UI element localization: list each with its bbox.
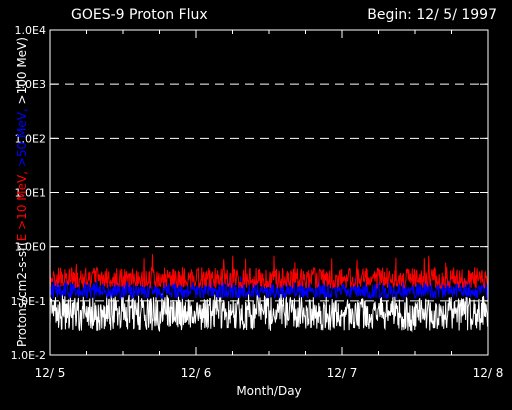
- series-line: [49, 275, 489, 300]
- y-axis: 1.0E-2 1.0E-1 1.0E0 1.0E1 1.0E2 1.0E3 1.0E4: [11, 24, 488, 362]
- x-axis-label: Month/Day: [236, 384, 301, 398]
- series-line: [49, 254, 489, 290]
- y-tick-label: 1.0E3: [15, 78, 46, 91]
- y-tick-label: 1.0E-2: [11, 349, 46, 362]
- x-tick-label: 12/ 7: [327, 366, 358, 380]
- y-tick-label: 1.0E4: [15, 24, 46, 37]
- y-tick-label: 1.0E-1: [11, 295, 46, 308]
- chart-title: GOES-9 Proton Flux: [71, 7, 208, 23]
- series-group: [49, 254, 489, 333]
- y-axis-label-part: E >10 MeV,: [15, 167, 29, 241]
- x-tick-label: 12/ 6: [181, 366, 212, 380]
- x-tick-label: 12/ 5: [35, 366, 66, 380]
- y-tick-label: 1.0E0: [15, 241, 46, 254]
- y-axis-label-part: Protons/cm2-s-sr(: [15, 241, 29, 347]
- x-tick-label: 12/ 8: [473, 366, 504, 380]
- x-axis: 12/ 5 12/ 6 12/ 7 12/ 8: [35, 30, 504, 380]
- y-tick-label: 1.0E1: [15, 187, 46, 200]
- y-axis-label-part: >100 MeV: [15, 41, 29, 105]
- y-axis-label: Protons/cm2-s-sr(E >10 MeV, >50 MeV, >10…: [15, 37, 29, 347]
- y-axis-label-part: ): [15, 37, 29, 42]
- chart-subtitle: Begin: 12/ 5/ 1997: [367, 7, 497, 23]
- y-tick-label: 1.0E2: [15, 132, 46, 145]
- series-line: [49, 292, 489, 333]
- y-axis-label-part: >50 MeV,: [15, 104, 29, 167]
